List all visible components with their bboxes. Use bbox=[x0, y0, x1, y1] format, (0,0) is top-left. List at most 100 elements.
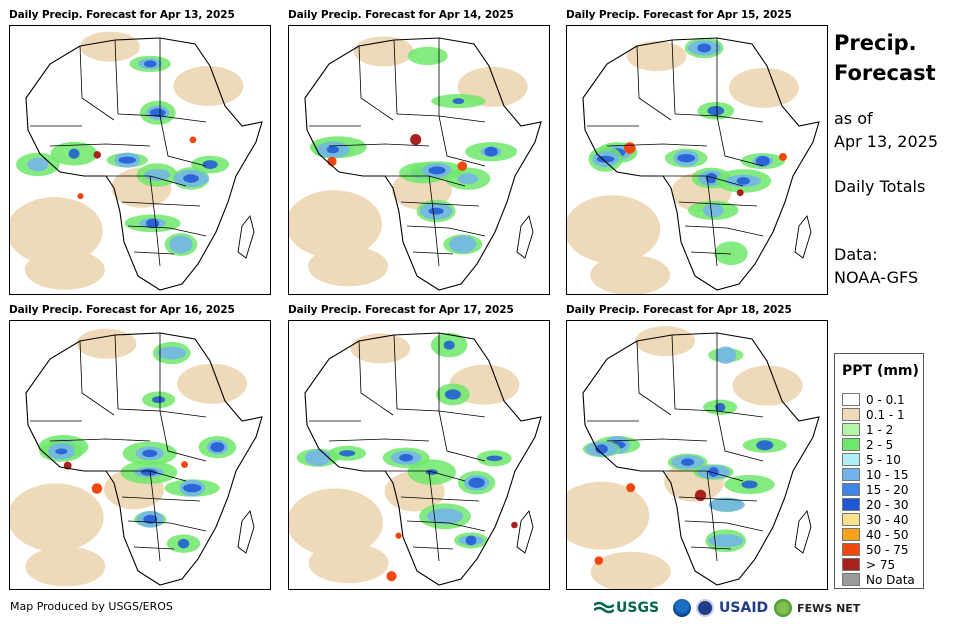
precip-map bbox=[566, 320, 828, 590]
precip-area bbox=[468, 477, 485, 488]
dry-area bbox=[76, 328, 137, 359]
legend-item: 15 - 20 bbox=[842, 482, 909, 497]
legend-item: No Data bbox=[842, 572, 915, 587]
agency-logos: USGS USAID FEWS NET bbox=[594, 597, 866, 619]
country-border bbox=[606, 438, 708, 442]
heavy-precip-spot bbox=[511, 521, 518, 529]
precip-area bbox=[705, 172, 718, 184]
precip-area bbox=[326, 146, 339, 154]
legend-label: 30 - 40 bbox=[866, 512, 909, 527]
country-border bbox=[684, 225, 764, 237]
country-border bbox=[393, 334, 398, 410]
country-border bbox=[428, 175, 440, 267]
heavy-precip-spot bbox=[694, 489, 707, 502]
heavy-precip-spot bbox=[457, 161, 468, 171]
heavy-precip-spot bbox=[410, 133, 422, 146]
legend-item: 30 - 40 bbox=[842, 512, 909, 527]
country-border bbox=[636, 340, 672, 416]
precip-area bbox=[143, 60, 157, 68]
dry-area bbox=[173, 66, 244, 107]
usaid-seal-icon bbox=[696, 599, 715, 617]
precip-area bbox=[465, 535, 477, 546]
precip-area bbox=[443, 340, 455, 350]
country-border bbox=[400, 496, 480, 502]
legend-swatch bbox=[842, 408, 860, 421]
coastline bbox=[304, 332, 542, 586]
madagascar-outline bbox=[794, 215, 812, 259]
legend-label: 40 - 50 bbox=[866, 527, 909, 542]
country-border bbox=[121, 201, 201, 207]
heavy-precip-spot bbox=[181, 461, 189, 469]
heavy-precip-spot bbox=[623, 142, 636, 154]
legend-swatch bbox=[842, 468, 860, 481]
country-border bbox=[706, 470, 718, 562]
country-border bbox=[117, 408, 207, 418]
dry-area bbox=[353, 36, 414, 67]
country-border bbox=[428, 470, 440, 562]
country-border bbox=[114, 39, 119, 115]
country-border bbox=[678, 496, 758, 502]
map-credit: Map Produced by USGS/EROS bbox=[10, 600, 173, 613]
dry-area bbox=[25, 546, 106, 587]
dry-area bbox=[289, 190, 382, 259]
legend-label: 2 - 5 bbox=[866, 437, 894, 452]
fews-globe-icon bbox=[774, 599, 793, 617]
precip-area bbox=[407, 46, 448, 66]
precip-map bbox=[9, 320, 271, 590]
dry-area bbox=[24, 249, 105, 290]
dry-area bbox=[308, 543, 389, 584]
country-border bbox=[671, 39, 676, 115]
country-border bbox=[406, 225, 486, 237]
panel-title: Daily Precip. Forecast for Apr 16, 2025 bbox=[9, 304, 235, 316]
dry-area bbox=[567, 195, 661, 264]
legend-swatch bbox=[842, 528, 860, 541]
precip-area bbox=[152, 396, 166, 404]
heavy-precip-spot bbox=[189, 136, 197, 144]
country-border bbox=[133, 546, 175, 550]
precip-area bbox=[118, 156, 136, 164]
country-border bbox=[149, 470, 161, 562]
precip-area bbox=[714, 402, 726, 412]
precip-area bbox=[741, 480, 758, 489]
country-border bbox=[159, 410, 207, 462]
legend-item: 5 - 10 bbox=[842, 452, 901, 467]
legend-label: 15 - 20 bbox=[866, 482, 909, 497]
legend-swatch bbox=[842, 393, 860, 406]
heavy-precip-spot bbox=[91, 483, 103, 494]
usaid-logo: USAID bbox=[719, 600, 769, 616]
dry-area bbox=[177, 363, 248, 404]
precip-map bbox=[288, 320, 550, 590]
heavy-precip-spot bbox=[395, 532, 402, 539]
legend-item: > 75 bbox=[842, 557, 895, 572]
country-border bbox=[49, 143, 151, 147]
fews-logo: FEWS NET bbox=[797, 601, 861, 615]
legend-item: 20 - 30 bbox=[842, 497, 909, 512]
coastline bbox=[25, 37, 263, 291]
panel-title: Daily Precip. Forecast for Apr 15, 2025 bbox=[566, 9, 792, 21]
precip-area bbox=[183, 174, 199, 183]
coastline bbox=[25, 332, 263, 586]
precip-area bbox=[140, 468, 158, 476]
country-border bbox=[396, 113, 486, 123]
country-border bbox=[358, 340, 394, 416]
dry-area bbox=[308, 246, 389, 287]
madagascar-outline bbox=[516, 510, 534, 554]
country-border bbox=[400, 201, 480, 207]
precip-area bbox=[183, 483, 202, 493]
country-border bbox=[393, 39, 398, 115]
usgs-logo: USGS bbox=[594, 600, 665, 616]
precip-area bbox=[595, 444, 608, 455]
precip-area bbox=[68, 148, 80, 159]
precip-area bbox=[457, 173, 479, 185]
precip-area bbox=[428, 207, 444, 215]
country-border bbox=[121, 496, 201, 502]
precip-area bbox=[144, 169, 171, 181]
country-border bbox=[49, 438, 151, 442]
panel-title: Daily Precip. Forecast for Apr 13, 2025 bbox=[9, 9, 235, 21]
country-border bbox=[149, 175, 161, 267]
panel-title: Daily Precip. Forecast for Apr 17, 2025 bbox=[288, 304, 514, 316]
madagascar-outline bbox=[516, 215, 534, 259]
country-border bbox=[328, 438, 430, 442]
precip-area bbox=[142, 449, 158, 458]
